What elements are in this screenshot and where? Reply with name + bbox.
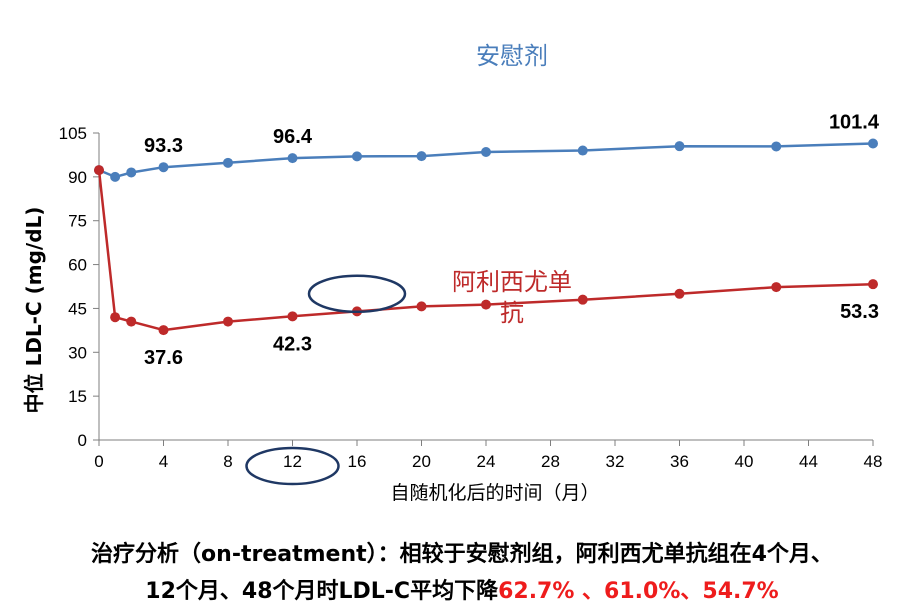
x-tick-label: 48	[864, 452, 883, 471]
data-point-0	[771, 141, 782, 152]
data-point-0	[868, 138, 878, 149]
series-name-alirocumab-line: 阿利西尤单	[452, 268, 572, 296]
data-label: 53.3	[840, 301, 879, 323]
data-point-0	[577, 145, 588, 156]
y-tick-label: 15	[68, 387, 87, 406]
data-point-1	[110, 312, 121, 323]
x-tick-label: 28	[541, 452, 560, 471]
caption-line-2: 12个月、48个月时LDL-C平均下降62.7% 、61.0%、54.7%	[0, 573, 924, 605]
x-tick-label: 44	[799, 452, 818, 471]
data-point-0	[126, 167, 137, 178]
x-tick-label: 20	[412, 452, 431, 471]
y-tick-label: 0	[78, 431, 87, 450]
y-tick-label: 105	[59, 124, 87, 143]
data-point-1	[868, 279, 878, 290]
data-point-1	[158, 325, 169, 336]
data-point-1	[416, 301, 427, 312]
series-name-placebo: 安慰剂	[476, 42, 548, 70]
y-tick-label: 45	[68, 299, 87, 318]
x-tick-label: 0	[94, 452, 103, 471]
highlight-ellipse-plot	[307, 274, 407, 314]
data-point-1	[223, 316, 233, 327]
data-label: 93.3	[144, 135, 183, 157]
x-tick-label: 32	[606, 452, 625, 471]
x-tick-label: 40	[735, 452, 754, 471]
y-tick-label: 60	[68, 256, 87, 275]
data-point-1	[287, 311, 298, 322]
x-tick-label: 8	[223, 452, 232, 471]
x-tick-label: 4	[159, 452, 168, 471]
highlight-ellipse-tick	[245, 446, 340, 486]
caption-text-1: 治疗分析（on-treatment）：相较于安慰剂组，阿利西尤单抗组在4个月、	[91, 542, 833, 567]
data-label: 37.6	[144, 347, 183, 369]
y-axis-label: 中位 LDL-C (mg/dL)	[22, 207, 46, 414]
data-label: 101.4	[829, 112, 880, 134]
caption-reduction-values: 62.7% 、61.0%、54.7%	[498, 579, 779, 604]
data-point-1	[771, 282, 782, 293]
data-label: 42.3	[273, 333, 312, 355]
y-tick-label: 30	[68, 343, 87, 362]
caption-line-1: 治疗分析（on-treatment）：相较于安慰剂组，阿利西尤单抗组在4个月、	[0, 536, 924, 568]
data-point-0	[223, 157, 233, 168]
data-point-1	[126, 316, 137, 327]
data-point-0	[674, 141, 685, 152]
x-tick-label: 24	[477, 452, 496, 471]
series-name-alirocumab-line: 抗	[500, 299, 524, 327]
data-point-0	[287, 153, 298, 164]
data-point-0	[158, 162, 169, 173]
caption-text-2: 12个月、48个月时LDL-C平均下降	[145, 579, 499, 604]
data-point-1	[94, 165, 104, 176]
x-axis-label: 自随机化后的时间（月）	[390, 482, 599, 504]
data-point-1	[481, 299, 491, 310]
data-point-0	[110, 171, 121, 182]
data-label: 96.4	[273, 126, 313, 148]
y-tick-label: 75	[68, 212, 87, 231]
x-tick-label: 36	[670, 452, 689, 471]
y-tick-label: 90	[68, 168, 87, 187]
x-tick-label: 16	[348, 452, 367, 471]
data-point-0	[481, 147, 491, 158]
data-point-0	[416, 151, 427, 162]
data-point-0	[352, 151, 362, 162]
data-point-1	[577, 294, 588, 305]
data-point-1	[674, 288, 685, 299]
x-tick-label: 12	[283, 452, 302, 471]
chart-series	[94, 138, 878, 336]
